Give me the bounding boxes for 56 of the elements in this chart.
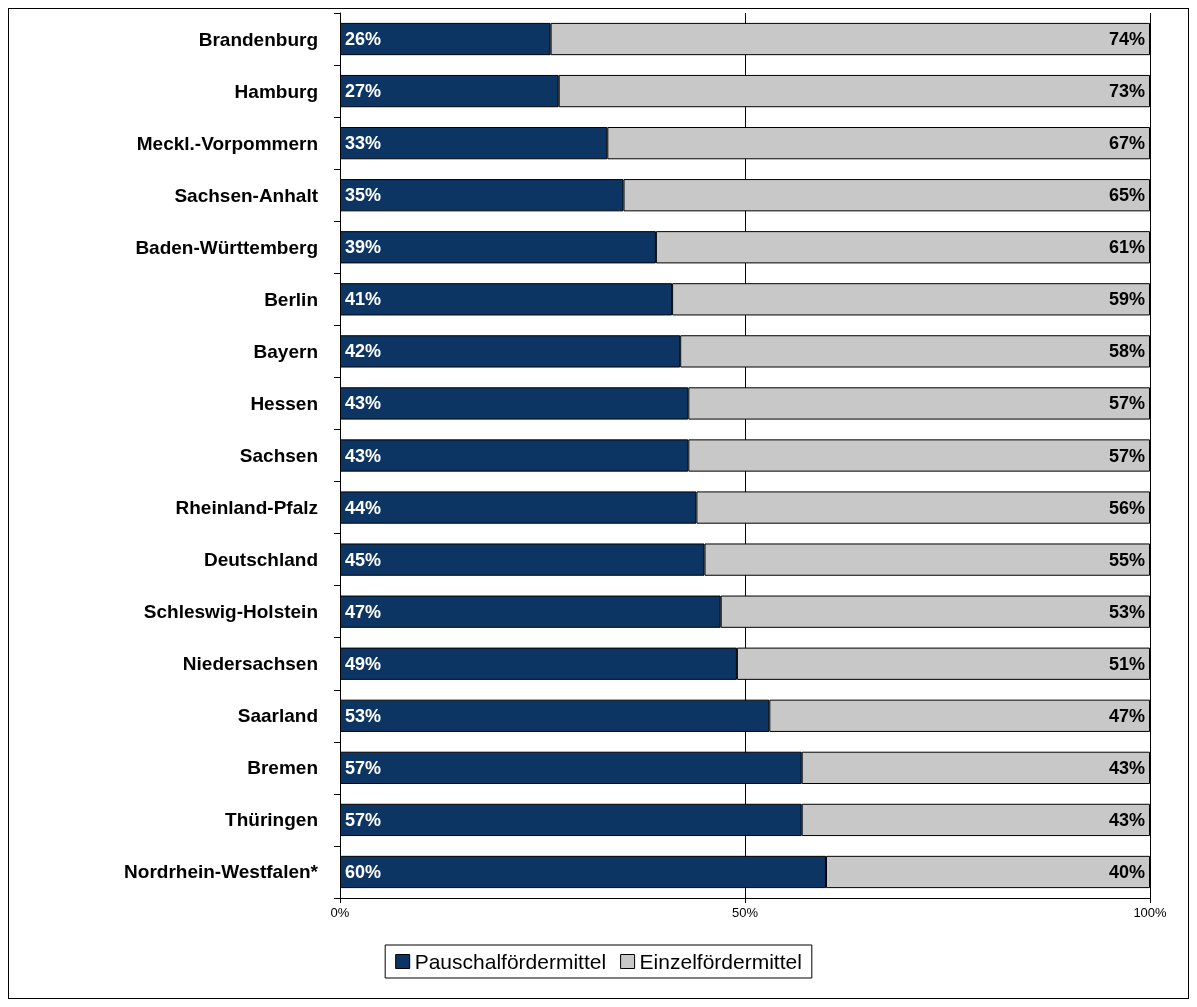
data-label: 49% xyxy=(345,653,382,674)
y-tick-label: Schleswig-Holstein xyxy=(143,601,318,623)
data-label: 65% xyxy=(1108,185,1145,206)
data-label: 73% xyxy=(1108,81,1145,102)
legend-label: Einzelfördermittel xyxy=(639,950,802,973)
legend-label: Pauschalfördermittel xyxy=(414,950,607,973)
data-label: 40% xyxy=(1108,861,1145,882)
data-label: 43% xyxy=(345,445,382,466)
data-label: 51% xyxy=(1108,653,1145,674)
data-label: 42% xyxy=(345,341,382,362)
y-tick-label: Nordrhein-Westfalen* xyxy=(124,861,319,883)
data-label: 44% xyxy=(345,497,382,518)
data-label: 60% xyxy=(345,861,382,882)
data-label: 57% xyxy=(1108,393,1145,414)
y-tick-label: Brandenburg xyxy=(198,28,318,50)
y-tick-label: Sachsen xyxy=(239,445,318,466)
data-label: 27% xyxy=(345,81,382,102)
data-label: 47% xyxy=(345,601,382,622)
data-label: 74% xyxy=(1108,29,1145,50)
x-tick-label: 100% xyxy=(1133,905,1168,920)
y-tick-label: Bayern xyxy=(253,340,318,362)
data-label: 67% xyxy=(1108,133,1145,154)
data-label: 58% xyxy=(1108,341,1145,362)
y-tick-label: Hessen xyxy=(250,392,318,414)
data-label: 53% xyxy=(345,705,382,726)
y-tick-label: Meckl.-Vorpommern xyxy=(136,132,318,154)
data-label: 53% xyxy=(1108,601,1145,622)
data-label: 26% xyxy=(345,29,382,50)
data-label: 59% xyxy=(1108,289,1145,310)
y-tick-label: Rheinland-Pfalz xyxy=(175,497,318,519)
data-label: 39% xyxy=(345,237,382,258)
y-tick-label: Sachsen-Anhalt xyxy=(174,184,319,206)
data-label: 57% xyxy=(345,757,382,778)
data-label: 45% xyxy=(345,549,382,570)
data-label: 33% xyxy=(345,133,382,154)
data-label: 43% xyxy=(345,393,382,414)
y-tick-label: Niedersachsen xyxy=(182,653,318,675)
y-tick-label: Berlin xyxy=(264,288,318,310)
y-tick-label: Saarland xyxy=(237,705,318,727)
data-label: 43% xyxy=(1108,809,1145,830)
data-label: 61% xyxy=(1108,237,1145,258)
y-tick-label: Deutschland xyxy=(203,549,318,571)
data-label: 43% xyxy=(1108,757,1145,778)
y-tick-label: Bremen xyxy=(247,757,318,779)
x-tick-label: 50% xyxy=(731,905,759,920)
data-label: 55% xyxy=(1108,549,1145,570)
data-label: 57% xyxy=(345,809,382,830)
y-tick-label: Baden-Württemberg xyxy=(135,236,318,258)
y-tick-label: Hamburg xyxy=(234,80,318,102)
data-label: 57% xyxy=(1108,445,1145,466)
data-label: 47% xyxy=(1108,705,1145,726)
data-label: 35% xyxy=(345,185,382,206)
y-tick-label: Thüringen xyxy=(225,809,318,831)
data-label: 56% xyxy=(1108,497,1145,518)
data-label: 41% xyxy=(345,289,382,310)
x-tick-label: 0% xyxy=(330,905,350,920)
